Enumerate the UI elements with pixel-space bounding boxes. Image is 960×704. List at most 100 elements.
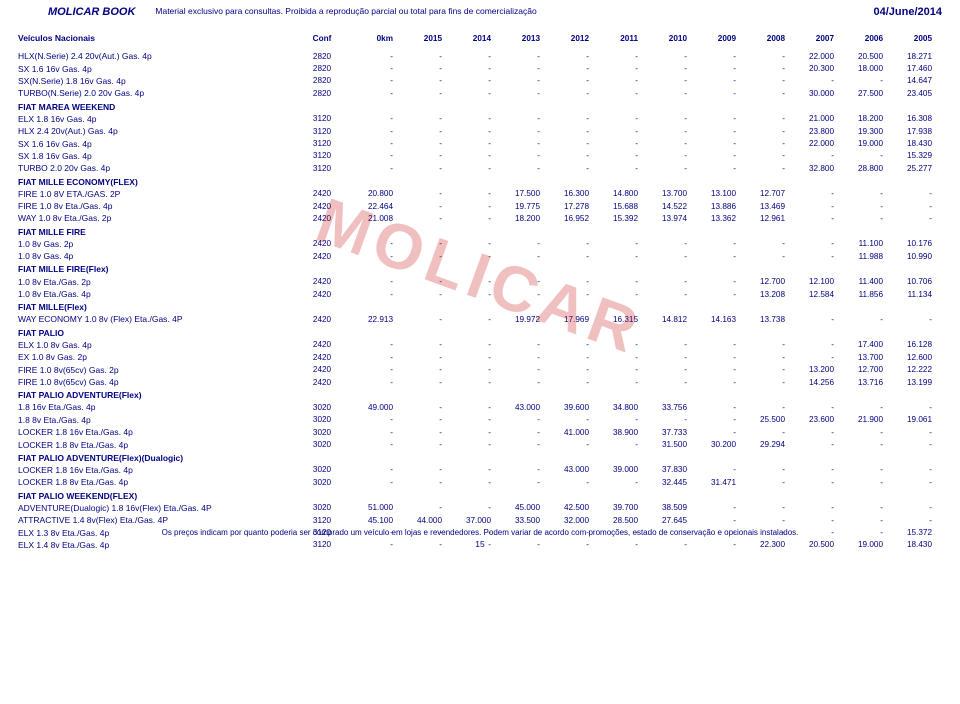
cell-value: 32.445 [638, 478, 687, 487]
cell-value: - [491, 365, 540, 374]
cell-value: - [736, 478, 785, 487]
cell-value: 14.647 [883, 76, 932, 85]
cell-value: - [393, 478, 442, 487]
page-header: MOLICAR BOOK Material exclusivo para con… [18, 6, 942, 18]
cell-value: - [540, 340, 589, 349]
cell-value: - [785, 428, 834, 437]
cell-value: - [687, 290, 736, 299]
cell-value: 30.200 [687, 440, 736, 449]
cell-value: - [736, 127, 785, 136]
cell-value: - [344, 114, 393, 123]
cell-value: - [638, 340, 687, 349]
cell-value: 20.500 [834, 52, 883, 61]
cell-value: - [834, 76, 883, 85]
cell-value: - [785, 503, 834, 512]
table-row: ATTRACTIVE 1.4 8v(Flex) Eta./Gas. 4P3120… [18, 514, 942, 526]
cell-value: - [736, 516, 785, 525]
column-header: 2010 [638, 34, 687, 43]
cell-value: 3020 [300, 503, 344, 512]
cell-value: - [834, 516, 883, 525]
cell-value: - [687, 114, 736, 123]
cell-value: - [589, 353, 638, 362]
page-number: 15 [0, 539, 960, 549]
cell-value: - [736, 52, 785, 61]
cell-value: - [589, 277, 638, 286]
cell-value: - [883, 516, 932, 525]
cell-value: 18.200 [491, 214, 540, 223]
cell-value: - [540, 365, 589, 374]
cell-value: - [344, 290, 393, 299]
cell-value: 2420 [300, 239, 344, 248]
cell-value: 2820 [300, 64, 344, 73]
table-row: SX(N.Serie) 1.8 16v Gas. 4p2820---------… [18, 75, 942, 87]
cell-value: - [687, 465, 736, 474]
cell-value: - [393, 127, 442, 136]
page-root: MOLICAR BOOK Material exclusivo para con… [0, 0, 960, 551]
cell-value: 41.000 [540, 428, 589, 437]
row-label: LOCKER 1.8 16v Eta./Gas. 4p [18, 427, 300, 437]
cell-value: - [736, 428, 785, 437]
cell-value: - [491, 465, 540, 474]
cell-value: - [491, 252, 540, 261]
cell-value: - [589, 239, 638, 248]
cell-value: - [491, 127, 540, 136]
table-row: LOCKER 1.8 16v Eta./Gas. 4p3020----41.00… [18, 426, 942, 438]
cell-value: 31.471 [687, 478, 736, 487]
cell-value: 21.000 [785, 114, 834, 123]
cell-value: - [687, 378, 736, 387]
cell-value: - [442, 164, 491, 173]
cell-value: 18.271 [883, 52, 932, 61]
cell-value: - [687, 252, 736, 261]
cell-value: - [491, 353, 540, 362]
cell-value: - [540, 440, 589, 449]
cell-value: - [442, 239, 491, 248]
cell-value: - [687, 89, 736, 98]
cell-value: 2420 [300, 214, 344, 223]
cell-value: 42.500 [540, 503, 589, 512]
cell-value: - [785, 315, 834, 324]
column-header: 2005 [883, 34, 932, 43]
cell-value: - [442, 290, 491, 299]
cell-value: - [442, 478, 491, 487]
cell-value: 20.300 [785, 64, 834, 73]
cell-value: - [442, 440, 491, 449]
cell-value: - [540, 139, 589, 148]
cell-value: - [491, 277, 540, 286]
cell-value: 3020 [300, 415, 344, 424]
cell-value: - [785, 340, 834, 349]
cell-value: 14.522 [638, 202, 687, 211]
header-date: 04/June/2014 [874, 6, 943, 18]
row-label: SX 1.8 16v Gas. 4p [18, 151, 300, 161]
cell-value: - [736, 151, 785, 160]
cell-value: 3020 [300, 478, 344, 487]
cell-value: - [393, 64, 442, 73]
cell-value: 44.000 [393, 516, 442, 525]
cell-value: - [589, 290, 638, 299]
cell-value: - [344, 139, 393, 148]
cell-value: - [442, 127, 491, 136]
cell-value: 39.600 [540, 403, 589, 412]
cell-value: - [589, 52, 638, 61]
cell-value: - [883, 214, 932, 223]
cell-value: - [344, 239, 393, 248]
row-label: ELX 1.0 8v Gas. 4p [18, 340, 300, 350]
table-row: FIRE 1.0 8v Eta./Gas. 4p242022.464--19.7… [18, 200, 942, 212]
cell-value: - [736, 378, 785, 387]
column-header: 2008 [736, 34, 785, 43]
column-header: 2009 [687, 34, 736, 43]
cell-value: 22.000 [785, 52, 834, 61]
cell-value: 2420 [300, 202, 344, 211]
cell-value: - [834, 202, 883, 211]
cell-value: - [785, 151, 834, 160]
cell-value: - [687, 127, 736, 136]
cell-value: - [687, 164, 736, 173]
cell-value: 2420 [300, 277, 344, 286]
cell-value: - [785, 353, 834, 362]
row-label: WAY ECONOMY 1.0 8v (Flex) Eta./Gas. 4P [18, 314, 300, 324]
cell-value: - [491, 164, 540, 173]
table-header-row: Veículos Nacionais Conf0km20152014201320… [18, 32, 942, 50]
cell-value: - [540, 353, 589, 362]
cell-value: - [589, 164, 638, 173]
table-row: FIRE 1.0 8V ETA./GAS. 2P242020.800--17.5… [18, 188, 942, 200]
cell-value: 13.200 [785, 365, 834, 374]
